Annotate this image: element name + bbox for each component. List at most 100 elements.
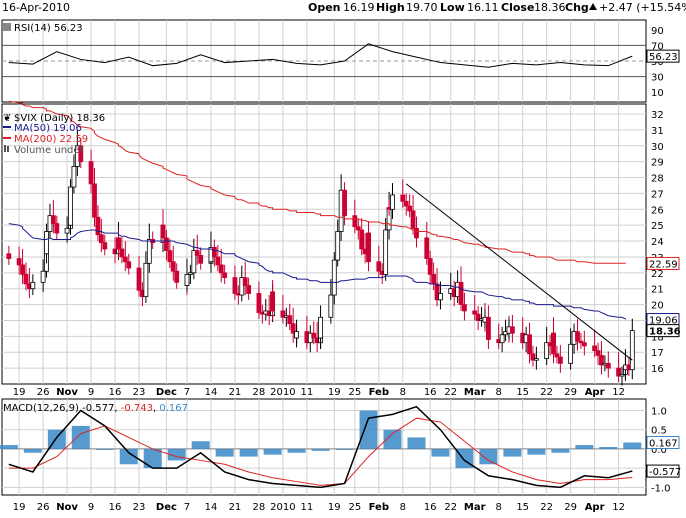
rsi-y-tick: 70 — [651, 41, 664, 52]
price-y-tick: 32 — [651, 110, 664, 121]
x-tick-label: 12 — [612, 387, 625, 398]
quote-close-label: Close — [501, 1, 534, 14]
x-tick-label: 19 — [13, 387, 26, 398]
ma200-line — [8, 100, 626, 264]
candle-body — [383, 229, 389, 275]
quote-open-label: Open — [308, 1, 341, 14]
candle-body — [475, 313, 481, 321]
price-y-tick: 27 — [651, 189, 664, 200]
volume-legend: Volume undef — [14, 145, 84, 156]
x-tick-label: Dec — [156, 502, 177, 513]
quote-header: 16-Apr-2010 Open 16.19 High 19.70 Low 16… — [2, 1, 686, 14]
candle-body — [78, 145, 84, 163]
x-tick-label: 29 — [564, 502, 577, 513]
x-tick-label: Dec — [156, 387, 177, 398]
close-last-value: 18.36 — [649, 327, 681, 338]
x-tick-label: 26 — [37, 387, 50, 398]
x-tick-label: 16 — [109, 502, 122, 513]
ma200-last-value-box — [646, 256, 680, 270]
x-tick-label: Apr — [585, 387, 605, 398]
rsi-y-tick: 30 — [651, 73, 664, 84]
x-tick-label: 29 — [564, 387, 577, 398]
x-tick-label: Apr — [585, 502, 605, 513]
macd-histogram-bar — [335, 448, 354, 450]
candle-body — [335, 231, 341, 261]
x-tick-label: 21 — [229, 502, 242, 513]
macd-signal-line — [8, 417, 633, 486]
macd-legend-sep2: , — [153, 403, 159, 414]
candle-body — [472, 310, 478, 315]
candle-body — [116, 237, 121, 250]
price-title: $VIX (Daily) 18.36 — [14, 113, 105, 124]
x-tick-label: 19 — [13, 502, 26, 513]
candle-body — [629, 330, 635, 371]
vix-logo-icon: ❦ — [3, 113, 11, 124]
candle-body — [215, 256, 221, 266]
candle-body — [88, 161, 94, 185]
price-y-tick: 18 — [651, 332, 664, 343]
candle-body — [122, 256, 128, 263]
macd-legend-sep1: , — [114, 403, 120, 414]
macd-histogram-bar — [191, 441, 210, 449]
x-tick-label: 16 — [109, 387, 122, 398]
candle-body — [414, 227, 419, 239]
macd-histogram-bar — [311, 448, 330, 451]
macd-histogram-bar — [167, 448, 186, 461]
ma50-line — [8, 223, 626, 320]
ma50-last-value: 19.06 — [649, 316, 678, 327]
up-triangle-icon — [589, 3, 597, 10]
x-tick-label: 19 — [328, 387, 341, 398]
macd-histogram-bar — [263, 448, 282, 455]
candle-body — [270, 291, 276, 312]
candle-body — [424, 237, 430, 259]
candle-body — [427, 258, 433, 275]
candle-body — [222, 272, 228, 278]
rsi-legend-icon — [3, 23, 11, 31]
quote-date: 16-Apr-2010 — [2, 1, 70, 14]
candle-body — [533, 358, 539, 361]
candle-body — [98, 234, 104, 244]
x-tick-label: 28 — [253, 387, 266, 398]
macd-panel — [1, 398, 647, 496]
candle-body — [20, 270, 25, 275]
x-tick-label: 16 — [424, 387, 437, 398]
candle-body — [605, 362, 611, 369]
x-tick-label: 22 — [540, 387, 553, 398]
candle-body — [160, 224, 166, 239]
rsi-last-value: 56.23 — [649, 52, 678, 63]
x-tick-label: 25 — [348, 502, 361, 513]
candle-body — [184, 274, 190, 286]
candle-body — [403, 200, 409, 207]
macd-histogram-bar — [95, 448, 114, 450]
candle-body — [616, 367, 621, 377]
ma200-legend: MA(200) 22.59 — [14, 134, 88, 145]
candle-body — [499, 334, 505, 344]
macd-histogram-bar — [0, 445, 18, 449]
price-y-tick: 30 — [651, 142, 664, 153]
volume-legend-icon-bar — [7, 146, 9, 152]
rsi-legend-text: RSI(14) 56.23 — [14, 23, 83, 34]
candle-body — [290, 323, 296, 334]
macd-y-tick: 1.0 — [651, 407, 667, 418]
candle-body — [544, 342, 550, 359]
price-y-tick: 20 — [651, 301, 664, 312]
quote-change: +2.47 (+15.54%) — [599, 1, 686, 14]
x-tick-label: Feb — [369, 502, 389, 513]
x-tick-label: 14 — [205, 502, 218, 513]
macd-legend-name: MACD(12,26,9) -0.577 — [3, 403, 114, 414]
candle-body — [167, 250, 173, 263]
candle-body — [50, 215, 56, 224]
candle-body — [64, 227, 70, 234]
candle-body — [287, 315, 293, 325]
candle-body — [331, 259, 337, 296]
volume-legend-icon — [4, 145, 6, 152]
macd-legend-hist: 0.167 — [159, 403, 188, 414]
ma200-last-value: 22.59 — [649, 259, 678, 270]
candle-body — [486, 316, 491, 340]
candle-body — [592, 345, 598, 352]
macd-legend-text: MACD(12,26,9) -0.577, -0.743, 0.167 — [3, 403, 188, 414]
macd-histogram-bar — [479, 448, 498, 465]
candle-body — [126, 261, 132, 269]
macd-y-tick: -1.0 — [651, 483, 671, 494]
x-tick-label: 9 — [88, 387, 94, 398]
